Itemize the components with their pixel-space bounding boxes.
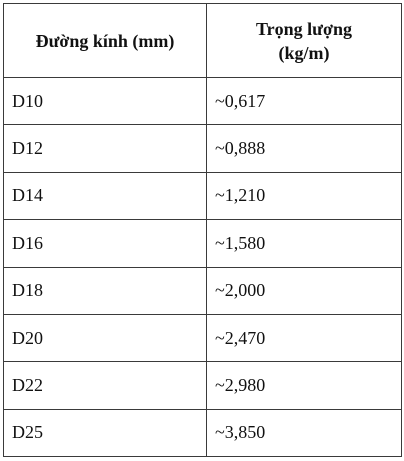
table-row: D18 ~2,000 xyxy=(3,266,402,315)
cell-weight: ~0,617 xyxy=(206,76,402,126)
cell-diameter: D14 xyxy=(3,171,207,221)
table-row: D25 ~3,850 xyxy=(3,408,402,458)
cell-diameter: D25 xyxy=(3,408,207,458)
header-weight-title: Trọng lượng xyxy=(256,18,352,39)
table-row: D14 ~1,210 xyxy=(3,171,402,221)
cell-diameter: D18 xyxy=(3,266,207,315)
table-row: D16 ~1,580 xyxy=(3,219,402,268)
cell-weight: ~3,850 xyxy=(206,408,402,458)
cell-diameter: D16 xyxy=(3,219,207,268)
cell-diameter: D20 xyxy=(3,313,207,363)
table-header-row: Đường kính (mm) Trọng lượng (kg/m) xyxy=(3,3,402,78)
table-row: D20 ~2,470 xyxy=(3,313,402,363)
cell-weight: ~1,580 xyxy=(206,219,402,268)
cell-weight: ~2,000 xyxy=(206,266,402,315)
header-weight: Trọng lượng (kg/m) xyxy=(206,3,402,78)
rebar-weight-table: Đường kính (mm) Trọng lượng (kg/m) D10 ~… xyxy=(3,3,402,458)
table-row: D10 ~0,617 xyxy=(3,76,402,126)
cell-weight: ~1,210 xyxy=(206,171,402,221)
cell-diameter: D10 xyxy=(3,76,207,126)
cell-weight: ~2,980 xyxy=(206,361,402,410)
cell-weight: ~2,470 xyxy=(206,313,402,363)
header-diameter: Đường kính (mm) xyxy=(3,3,207,78)
header-weight-unit: (kg/m) xyxy=(278,42,330,63)
table-row: D12 ~0,888 xyxy=(3,124,402,173)
table-row: D22 ~2,980 xyxy=(3,361,402,410)
cell-diameter: D12 xyxy=(3,124,207,173)
cell-weight: ~0,888 xyxy=(206,124,402,173)
cell-diameter: D22 xyxy=(3,361,207,410)
